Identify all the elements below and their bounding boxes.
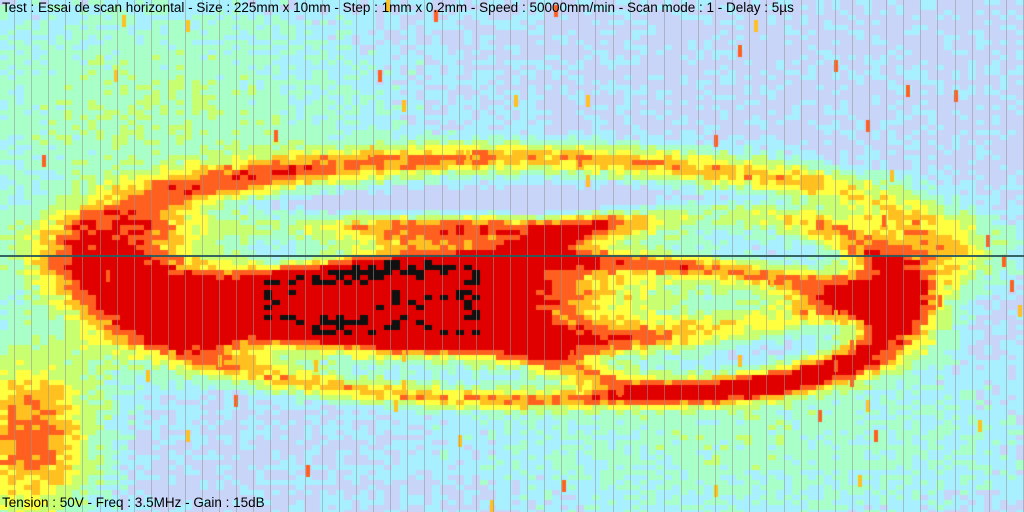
horizontal-cursor-line[interactable]: [0, 255, 1024, 257]
